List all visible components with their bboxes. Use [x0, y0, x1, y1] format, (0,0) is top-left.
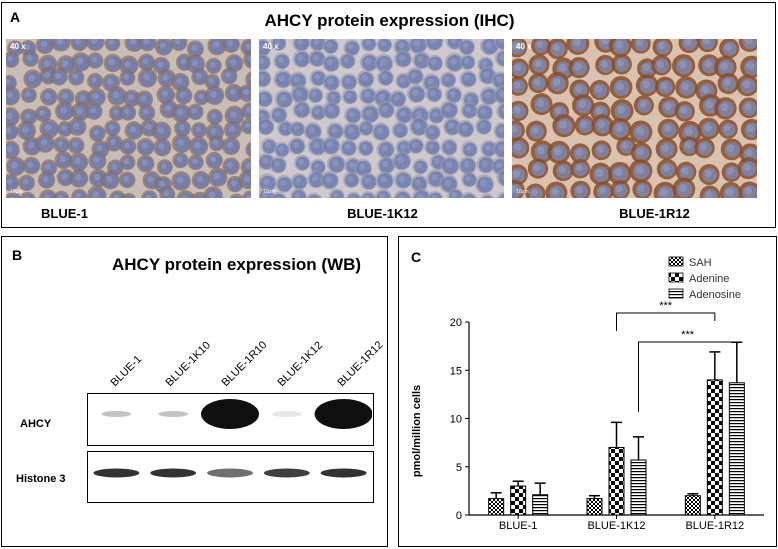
caption-blue-1r12: BLUE-1R12 [619, 206, 690, 221]
magnification-label: 40 x [516, 42, 532, 51]
caption-blue-1k12: BLUE-1K12 [347, 206, 418, 221]
panel-b: B AHCY protein expression (WB) BLUE-1 BL… [1, 236, 388, 547]
blot-row-label-ahcy: AHCY [20, 418, 52, 430]
legend-label: SAH [689, 257, 712, 269]
y-tick-label: 20 [450, 317, 462, 329]
western-blot-histone [87, 451, 374, 503]
bar [488, 498, 505, 516]
panel-b-label: B [12, 247, 23, 263]
y-tick-label: 10 [450, 414, 462, 426]
bar [510, 485, 527, 516]
y-tick-label: 15 [450, 365, 462, 377]
legend-swatch [668, 256, 684, 267]
bar [586, 498, 603, 516]
lane-label: BLUE-1R12 [335, 339, 386, 389]
y-tick-label: 0 [456, 510, 462, 522]
bar [706, 379, 723, 516]
significance-label: *** [659, 300, 673, 312]
legend-swatch [668, 288, 684, 299]
panel-a-title: AHCY protein expression (IHC) [264, 11, 515, 30]
significance-bracket [616, 312, 716, 331]
magnification-label: 40 x [263, 42, 279, 51]
panel-b-title: AHCY protein expression (WB) [112, 255, 362, 274]
blot-bands [93, 468, 367, 478]
legend-label: Adenine [689, 273, 729, 285]
x-tick-label: BLUE-1 [499, 520, 538, 532]
bar [684, 495, 701, 516]
x-tick-label: BLUE-1R12 [685, 520, 744, 532]
caption-blue-1: BLUE-1 [41, 206, 88, 221]
micrograph-image [6, 39, 251, 198]
panel-a: A AHCY protein expression (IHC) 40 x 10μ… [1, 2, 776, 228]
micrograph-blue-1k12: 40 x 10μm [259, 39, 504, 198]
y-axis-label: pmol/million cells [411, 385, 423, 477]
y-tick-label: 5 [456, 462, 462, 474]
panel-c: C 0 5 10 15 20 BLUE-1 BLUE-1K12 BLUE-1R12 SAH Ad… [398, 236, 777, 547]
legend-label: Adenosine [689, 289, 741, 301]
panel-c-label: C [411, 249, 422, 265]
micrograph-blue-1: 40 x 10μm [6, 39, 251, 198]
lane-label: BLUE-1K10 [163, 339, 214, 389]
micrograph-image [259, 39, 504, 198]
bar-chart: 0 5 10 15 20 BLUE-1 BLUE-1K12 BLUE-1R12 SAH Aden… [411, 256, 764, 532]
bar [608, 446, 625, 516]
magnification-label: 40 x [10, 42, 26, 51]
panel-a-label: A [10, 9, 21, 25]
micrograph-blue-1r12: 40 x 10μm [512, 39, 757, 198]
western-blot-ahcy [87, 393, 374, 446]
bar [630, 459, 647, 516]
scale-bar-label: 10μm [516, 189, 529, 195]
micrograph-image [512, 39, 757, 198]
lane-label: BLUE-1 [108, 353, 145, 389]
x-tick-label: BLUE-1K12 [587, 520, 645, 532]
lane-label: BLUE-1K12 [275, 339, 326, 389]
scale-bar-label: 10μm [10, 189, 23, 195]
significance-label: *** [681, 329, 695, 341]
bar [728, 382, 745, 516]
scale-bar-label: 10μm [263, 189, 276, 195]
legend-swatch [668, 272, 684, 283]
blot-row-label-histone: Histone 3 [16, 473, 66, 485]
bar [532, 494, 549, 516]
blot-bands [101, 399, 373, 429]
significance-bracket [638, 341, 738, 412]
lane-label: BLUE-1R10 [219, 339, 270, 389]
